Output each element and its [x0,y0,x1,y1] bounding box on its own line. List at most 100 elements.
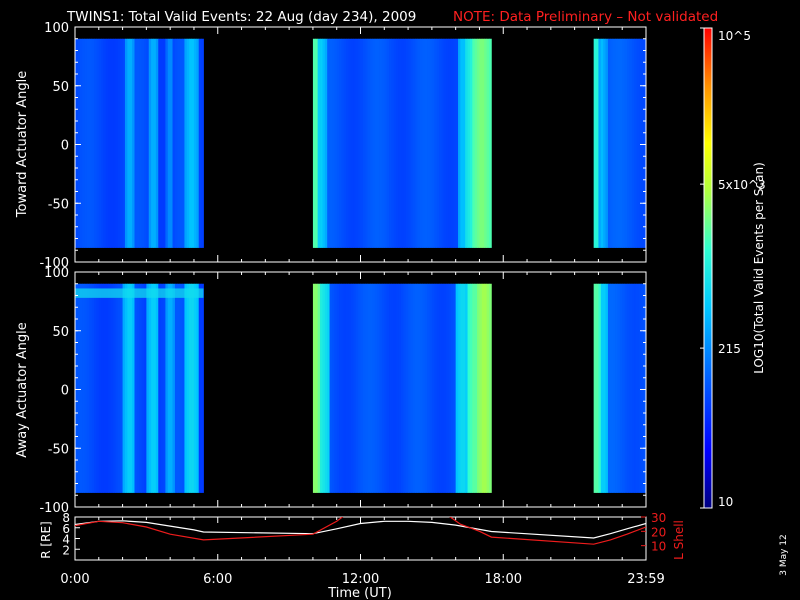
away-cell-col [636,283,640,493]
away-cell-col [91,283,95,493]
y-tick-label: 100 [44,266,69,281]
y-tick-label: -100 [39,501,69,516]
toward-cell-col [381,38,385,248]
away-cell-col [98,283,102,493]
away-cell-col [151,283,154,493]
away-cell-col [400,283,404,493]
away-cell-col [393,283,397,493]
time-axis-label: Time (UT) [327,586,392,600]
away-cell-col [144,283,147,493]
toward-cell-col [96,38,100,248]
toward-cell-col [610,38,614,248]
away-cell-col [189,283,192,493]
away-cell-col [127,283,131,493]
toward-cell-col [94,38,97,248]
away-cell-col [348,283,352,493]
away-cell-col [113,283,116,493]
toward-cell-col [98,38,102,248]
away-cell-col [117,283,121,493]
toward-cell-col [362,38,366,248]
toward-cell-col [600,38,604,248]
toward-cell-col [146,38,150,248]
away-cell-col [607,283,611,493]
toward-cell-col [622,38,625,248]
away-cell-col [467,283,471,493]
away-cell-col [643,283,647,493]
toward-cell-col [424,38,428,248]
away-cell-col [179,283,183,493]
time-tick-label: 23:59 [627,572,664,587]
toward-cell-col [629,38,633,248]
y-tick-label: 0 [61,139,69,154]
preliminary-note: NOTE: Data Preliminary – Not validated [453,9,718,25]
orbit-x-ticks: 0:00 6:00 12:00 18:00 23:59 [60,517,665,587]
toward-cell-col [484,38,487,248]
lshell-line [75,517,646,545]
away-cell-col [486,283,490,493]
away-cell-col [343,283,347,493]
time-tick-label: 6:00 [203,572,232,587]
away-cell-col [193,283,197,493]
toward-cell-col [436,38,440,248]
time-tick-label: 12:00 [342,572,379,587]
toward-cell-col [79,38,83,248]
toward-cell-col [141,38,145,248]
toward-cell-col [320,38,323,248]
toward-cell-col [179,38,183,248]
radius-tick-label: 8 [62,511,70,525]
away-cell-col [115,283,119,493]
away-cell-col [429,283,433,493]
toward-cell-col [201,38,204,248]
away-cell-col [75,283,78,493]
away-cell-col [312,283,316,493]
toward-cell-col [163,38,166,248]
toward-cell-col [322,38,326,248]
away-cell-col [139,283,143,493]
y-tick-label: -50 [48,197,69,212]
toward-cell-col [626,38,630,248]
away-cell-col [167,283,171,493]
away-cell-col [327,283,330,493]
away-cell-col [450,283,454,493]
toward-cell-col [443,38,447,248]
away-cell-col [196,283,200,493]
toward-cell-col [462,38,466,248]
toward-cell-col [324,38,328,248]
away-cell-col [605,283,609,493]
away-cell-col [474,283,478,493]
away-cell-col [370,283,373,493]
away-cell-col [155,283,159,493]
toward-cell-col [481,38,485,248]
radius-tick-label: 4 [62,533,70,547]
away-cell-col [101,283,104,493]
away-cell-col [355,283,359,493]
time-tick-label: 18:00 [485,572,522,587]
away-cell-col [596,283,599,493]
toward-cell-col [108,38,112,248]
away-cell-col [120,283,123,493]
away-cell-col [412,283,416,493]
away-cell-col [600,283,604,493]
away-cell-col [124,283,128,493]
lshell-tick-label: 30 [651,511,666,525]
away-cell-col [329,283,333,493]
away-cell-col [629,283,633,493]
toward-cell-col [91,38,95,248]
toward-cell-col [186,38,190,248]
toward-y-ticks: 100 50 0 -50 -100 [39,21,646,271]
y-tick-label: 0 [61,384,69,399]
away-cell-col [419,283,423,493]
toward-cell-col [115,38,119,248]
away-cell-col [110,283,114,493]
away-y-ticks: 100 50 0 -50 -100 [39,266,646,516]
away-cell-col [182,283,185,493]
away-cell-col [384,283,388,493]
away-x-ticks [74,272,647,507]
toward-cell-col [389,38,392,248]
away-cell-col [631,283,635,493]
toward-cell-col [370,38,373,248]
away-cell-col [334,283,338,493]
away-heatmap-panel: 100 50 0 -50 -100 Away Actuator Angle [15,266,647,516]
toward-cell-col [153,38,157,248]
toward-cell-col [400,38,404,248]
